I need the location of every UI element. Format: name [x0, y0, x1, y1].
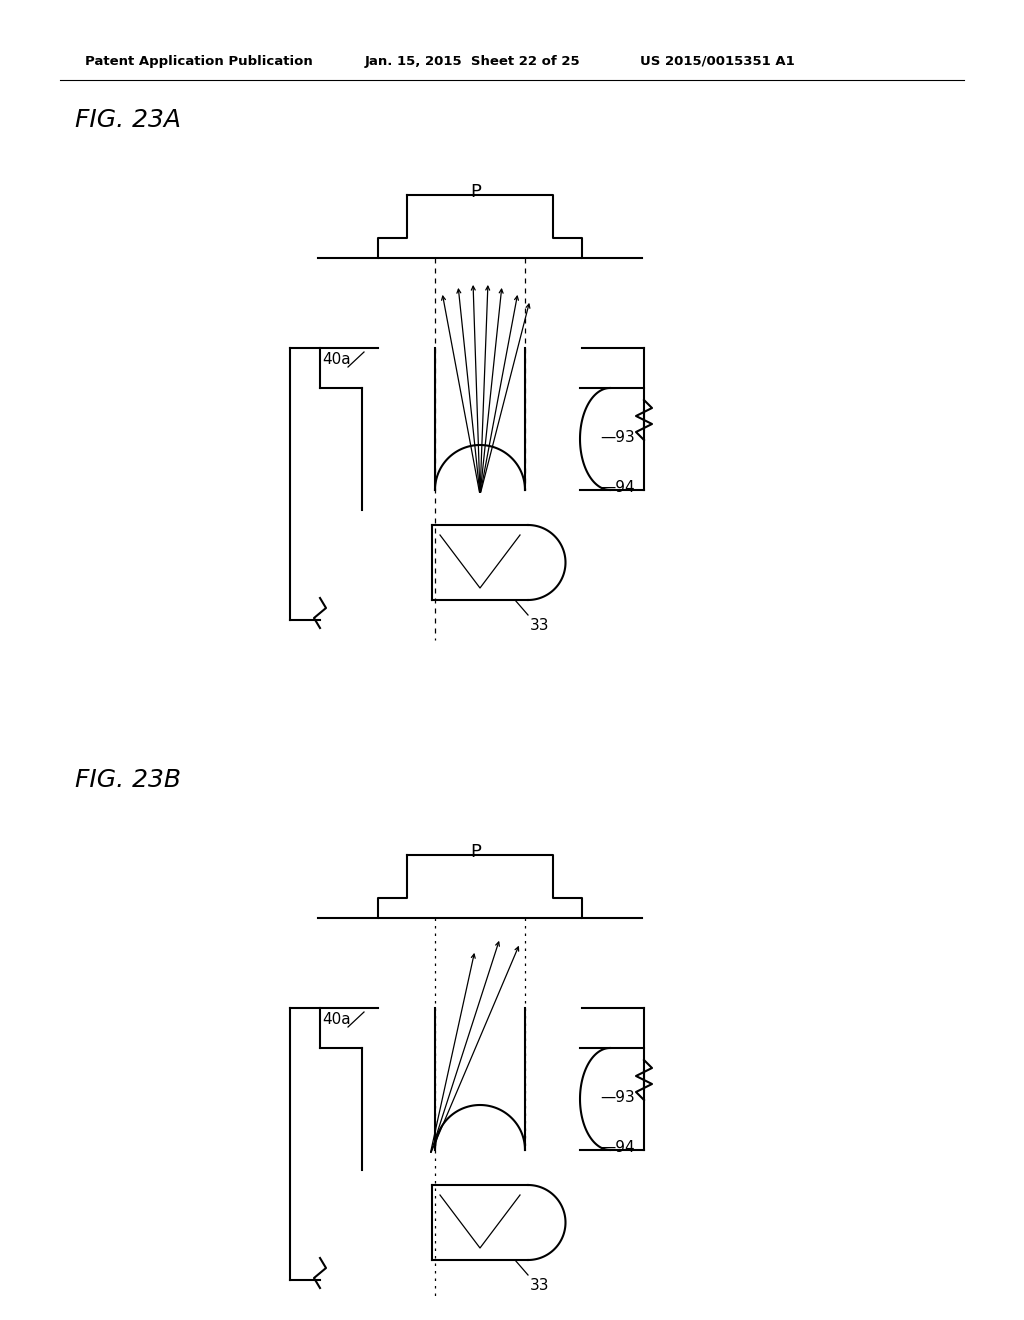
- Text: —94: —94: [600, 1140, 635, 1155]
- Text: Patent Application Publication: Patent Application Publication: [85, 55, 312, 69]
- Text: —93: —93: [600, 1090, 635, 1106]
- Text: FIG. 23B: FIG. 23B: [75, 768, 181, 792]
- Text: 40a: 40a: [322, 1012, 350, 1027]
- Text: P: P: [470, 843, 481, 861]
- Text: —94: —94: [600, 480, 635, 495]
- Text: 40a: 40a: [322, 352, 350, 367]
- Text: P: P: [470, 183, 481, 201]
- Text: US 2015/0015351 A1: US 2015/0015351 A1: [640, 55, 795, 69]
- Text: 33: 33: [530, 1278, 550, 1294]
- Text: —93: —93: [600, 430, 635, 446]
- Text: Jan. 15, 2015  Sheet 22 of 25: Jan. 15, 2015 Sheet 22 of 25: [365, 55, 581, 69]
- Text: 33: 33: [530, 618, 550, 634]
- Text: FIG. 23A: FIG. 23A: [75, 108, 181, 132]
